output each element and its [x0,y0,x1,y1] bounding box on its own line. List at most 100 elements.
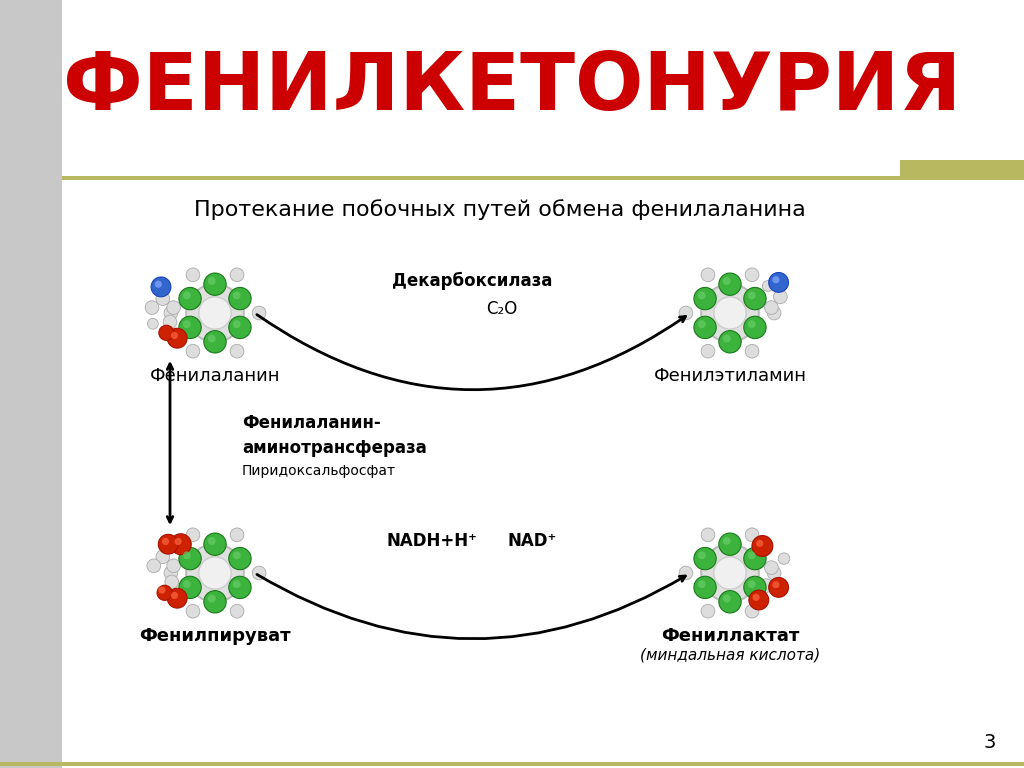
Circle shape [179,576,202,598]
Circle shape [232,291,241,300]
Circle shape [759,579,773,592]
Circle shape [183,320,190,328]
Bar [62,176,1024,180]
Circle shape [679,306,693,319]
Circle shape [749,590,769,610]
Circle shape [167,328,187,348]
Circle shape [159,325,174,340]
Circle shape [769,273,788,293]
Circle shape [157,585,172,601]
Circle shape [147,559,161,573]
Circle shape [171,592,178,599]
Circle shape [252,306,266,319]
Circle shape [765,561,778,574]
Circle shape [714,557,746,589]
Circle shape [228,548,251,570]
Circle shape [719,591,741,613]
Circle shape [701,344,715,358]
Circle shape [155,280,162,288]
Circle shape [698,580,706,588]
Circle shape [228,287,251,310]
Circle shape [232,320,241,328]
Circle shape [743,287,766,310]
Circle shape [694,287,716,310]
Circle shape [208,594,216,603]
Circle shape [701,545,759,602]
Circle shape [165,575,178,589]
Circle shape [719,533,741,555]
Circle shape [152,277,171,296]
Circle shape [186,268,200,282]
Circle shape [186,528,200,541]
Circle shape [208,537,216,545]
Circle shape [745,268,759,282]
Circle shape [756,540,763,547]
Circle shape [179,316,202,339]
Circle shape [159,535,178,554]
Circle shape [252,566,266,580]
Circle shape [767,566,781,580]
Circle shape [164,306,178,319]
Circle shape [748,580,756,588]
Circle shape [748,551,756,559]
Text: Фенилаланин: Фенилаланин [150,367,281,385]
Text: Фенилаланин-: Фенилаланин- [242,414,381,432]
Circle shape [772,276,779,283]
Circle shape [199,557,231,589]
Circle shape [232,580,241,588]
Circle shape [199,296,231,329]
Circle shape [723,594,731,603]
Circle shape [156,550,170,564]
Text: (миндальная кислота): (миндальная кислота) [640,647,820,662]
Circle shape [167,588,187,608]
Bar [900,160,1024,178]
Circle shape [714,296,746,329]
Circle shape [765,301,778,314]
Circle shape [769,578,788,598]
Circle shape [167,559,180,573]
Text: Фенилпируват: Фенилпируват [139,627,291,645]
Text: ФЕНИЛКЕТОНУРИЯ: ФЕНИЛКЕТОНУРИЯ [62,49,962,127]
Circle shape [719,331,741,353]
Circle shape [748,291,756,300]
Circle shape [767,306,781,319]
Text: Декарбоксилаза: Декарбоксилаза [392,272,552,290]
Circle shape [723,335,731,343]
Circle shape [183,580,190,588]
Circle shape [230,604,244,618]
Bar [0,762,1024,766]
Circle shape [186,344,200,358]
Circle shape [719,273,741,296]
Circle shape [679,566,693,580]
Circle shape [204,591,226,613]
Circle shape [208,335,216,343]
Circle shape [228,316,251,339]
Circle shape [698,551,706,559]
Circle shape [743,548,766,570]
Text: Пиридоксальфосфат: Пиридоксальфосфат [242,464,396,478]
Circle shape [183,551,190,559]
Circle shape [752,535,773,557]
Text: Фенилэтиламин: Фенилэтиламин [653,367,807,385]
Circle shape [723,277,731,285]
Text: Протекание побочных путей обмена фенилаланина: Протекание побочных путей обмена фенилал… [195,200,806,220]
Circle shape [208,277,216,285]
Circle shape [701,604,715,618]
Circle shape [204,331,226,353]
Circle shape [145,301,159,314]
Circle shape [147,319,159,329]
Circle shape [753,594,760,601]
Circle shape [164,566,178,580]
Circle shape [694,316,716,339]
Bar [0,0,62,768]
Circle shape [743,316,766,339]
Circle shape [698,320,706,328]
Circle shape [171,332,178,339]
Circle shape [204,273,226,296]
Circle shape [723,537,731,545]
Circle shape [183,291,190,300]
Text: 3: 3 [984,733,996,753]
Circle shape [743,576,766,598]
Circle shape [174,538,181,545]
Circle shape [230,528,244,541]
